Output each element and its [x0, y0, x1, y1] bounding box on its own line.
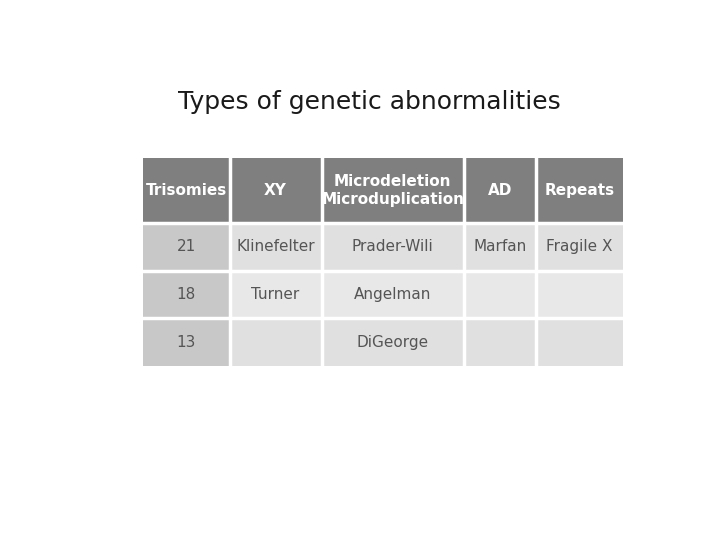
FancyBboxPatch shape [322, 271, 464, 319]
FancyBboxPatch shape [464, 319, 536, 366]
FancyBboxPatch shape [230, 319, 322, 366]
Text: Angelman: Angelman [354, 287, 431, 302]
FancyBboxPatch shape [322, 223, 464, 271]
FancyBboxPatch shape [536, 319, 623, 366]
Text: Prader-Wili: Prader-Wili [352, 239, 433, 254]
Text: Turner: Turner [251, 287, 300, 302]
Text: Types of genetic abnormalities: Types of genetic abnormalities [178, 90, 560, 114]
FancyBboxPatch shape [464, 223, 536, 271]
FancyBboxPatch shape [322, 319, 464, 366]
FancyBboxPatch shape [143, 319, 230, 366]
Text: AD: AD [488, 183, 513, 198]
FancyBboxPatch shape [464, 158, 536, 223]
Text: Microdeletion
Microduplication: Microdeletion Microduplication [321, 174, 464, 207]
FancyBboxPatch shape [322, 158, 464, 223]
Text: Repeats: Repeats [544, 183, 615, 198]
Text: DiGeorge: DiGeorge [356, 335, 429, 350]
FancyBboxPatch shape [143, 158, 230, 223]
Text: Trisomies: Trisomies [145, 183, 227, 198]
FancyBboxPatch shape [536, 271, 623, 319]
Text: Klinefelter: Klinefelter [236, 239, 315, 254]
Text: Marfan: Marfan [474, 239, 527, 254]
Text: 18: 18 [176, 287, 196, 302]
FancyBboxPatch shape [464, 271, 536, 319]
FancyBboxPatch shape [230, 158, 322, 223]
Text: 13: 13 [176, 335, 196, 350]
FancyBboxPatch shape [230, 223, 322, 271]
Text: Fragile X: Fragile X [546, 239, 613, 254]
Text: 21: 21 [176, 239, 196, 254]
FancyBboxPatch shape [536, 223, 623, 271]
FancyBboxPatch shape [143, 271, 230, 319]
FancyBboxPatch shape [230, 271, 322, 319]
FancyBboxPatch shape [536, 158, 623, 223]
Text: XY: XY [264, 183, 287, 198]
FancyBboxPatch shape [143, 223, 230, 271]
